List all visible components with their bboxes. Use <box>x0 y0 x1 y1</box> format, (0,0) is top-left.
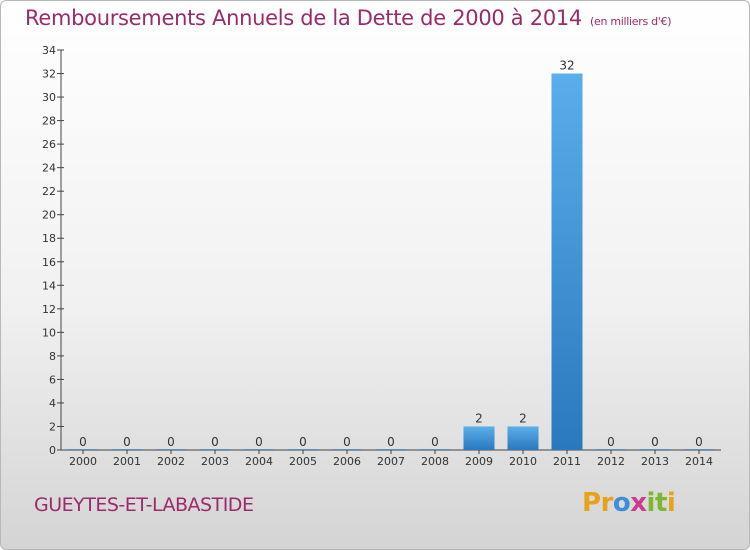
value-label: 0 <box>211 435 219 449</box>
value-label: 0 <box>255 435 263 449</box>
x-tick-label: 2014 <box>685 455 713 468</box>
bar-2009 <box>463 426 495 450</box>
y-tick-label: 34 <box>42 44 56 57</box>
bar-2002 <box>155 449 187 450</box>
bars: 0 0 0 0 0 0 0 0 0 2 2 32 0 0 0 <box>67 59 715 450</box>
x-tick-label: 2006 <box>333 455 361 468</box>
x-tick-label: 2010 <box>509 455 537 468</box>
value-label: 0 <box>79 435 87 449</box>
y-tick-label: 18 <box>42 232 56 245</box>
bar-2010 <box>507 426 539 450</box>
value-label: 32 <box>559 59 574 73</box>
y-tick-label: 14 <box>42 279 56 292</box>
x-tick-label: 2004 <box>245 455 273 468</box>
logo-letter: P <box>582 488 601 518</box>
bar-2000 <box>67 449 99 450</box>
y-tick-label: 0 <box>49 444 56 457</box>
y-tick-label: 22 <box>42 185 56 198</box>
y-tick-label: 6 <box>49 373 56 386</box>
bar-2006 <box>331 449 363 450</box>
x-tick-label: 2008 <box>421 455 449 468</box>
bar-2003 <box>199 449 231 450</box>
bar-2013 <box>639 449 671 450</box>
value-label: 0 <box>299 435 307 449</box>
value-label: 0 <box>431 435 439 449</box>
logo-letter: x <box>630 488 647 518</box>
proxiti-logo: Proxiti <box>582 488 676 518</box>
y-tick-label: 4 <box>49 397 56 410</box>
y-tick-label: 8 <box>49 350 56 363</box>
value-label: 2 <box>519 411 527 425</box>
value-label: 0 <box>695 435 703 449</box>
value-label: 0 <box>607 435 615 449</box>
value-label: 0 <box>651 435 659 449</box>
title-text: Remboursements Annuels de la Dette de 20… <box>25 6 582 30</box>
x-tick-label: 2009 <box>465 455 493 468</box>
logo-letter: r <box>600 488 614 518</box>
x-tick-label: 2011 <box>553 455 581 468</box>
x-tick-label: 2012 <box>597 455 625 468</box>
x-tick-label: 2001 <box>113 455 141 468</box>
bar-2007 <box>375 449 407 450</box>
logo-letter: t <box>654 488 667 518</box>
logo-letter: i <box>666 488 676 518</box>
commune-name: GUEYTES-ET-LABASTIDE <box>34 494 254 516</box>
value-label: 0 <box>343 435 351 449</box>
y-tick-label: 24 <box>42 162 56 175</box>
y-tick-label: 32 <box>42 68 56 81</box>
chart-title: Remboursements Annuels de la Dette de 20… <box>25 6 671 30</box>
x-tick-label: 2005 <box>289 455 317 468</box>
y-tick-label: 16 <box>42 256 56 269</box>
y-tick-label: 28 <box>42 115 56 128</box>
value-label: 0 <box>123 435 131 449</box>
bar-2014 <box>683 449 715 450</box>
y-tick-label: 26 <box>42 138 56 151</box>
logo-letter: i <box>646 488 656 518</box>
x-tick-label: 2013 <box>641 455 669 468</box>
unit-note: (en milliers d'€) <box>590 15 672 28</box>
value-label: 2 <box>475 411 483 425</box>
y-tick-label: 10 <box>42 326 56 339</box>
bar-2011 <box>551 73 583 450</box>
x-tick-label: 2007 <box>377 455 405 468</box>
bar-2001 <box>111 449 143 450</box>
logo-letter: o <box>612 488 631 518</box>
bar-2004 <box>243 449 275 450</box>
y-tick-label: 30 <box>42 91 56 104</box>
x-tick-label: 2000 <box>69 455 97 468</box>
x-tick-label: 2002 <box>157 455 185 468</box>
value-label: 0 <box>167 435 175 449</box>
y-tick-label: 12 <box>42 303 56 316</box>
bar-2012 <box>595 449 627 450</box>
x-tick-label: 2003 <box>201 455 229 468</box>
y-tick-label: 20 <box>42 209 56 222</box>
bar-2005 <box>287 449 319 450</box>
y-tick-label: 2 <box>49 420 56 433</box>
bar-2008 <box>419 449 451 450</box>
value-label: 0 <box>387 435 395 449</box>
